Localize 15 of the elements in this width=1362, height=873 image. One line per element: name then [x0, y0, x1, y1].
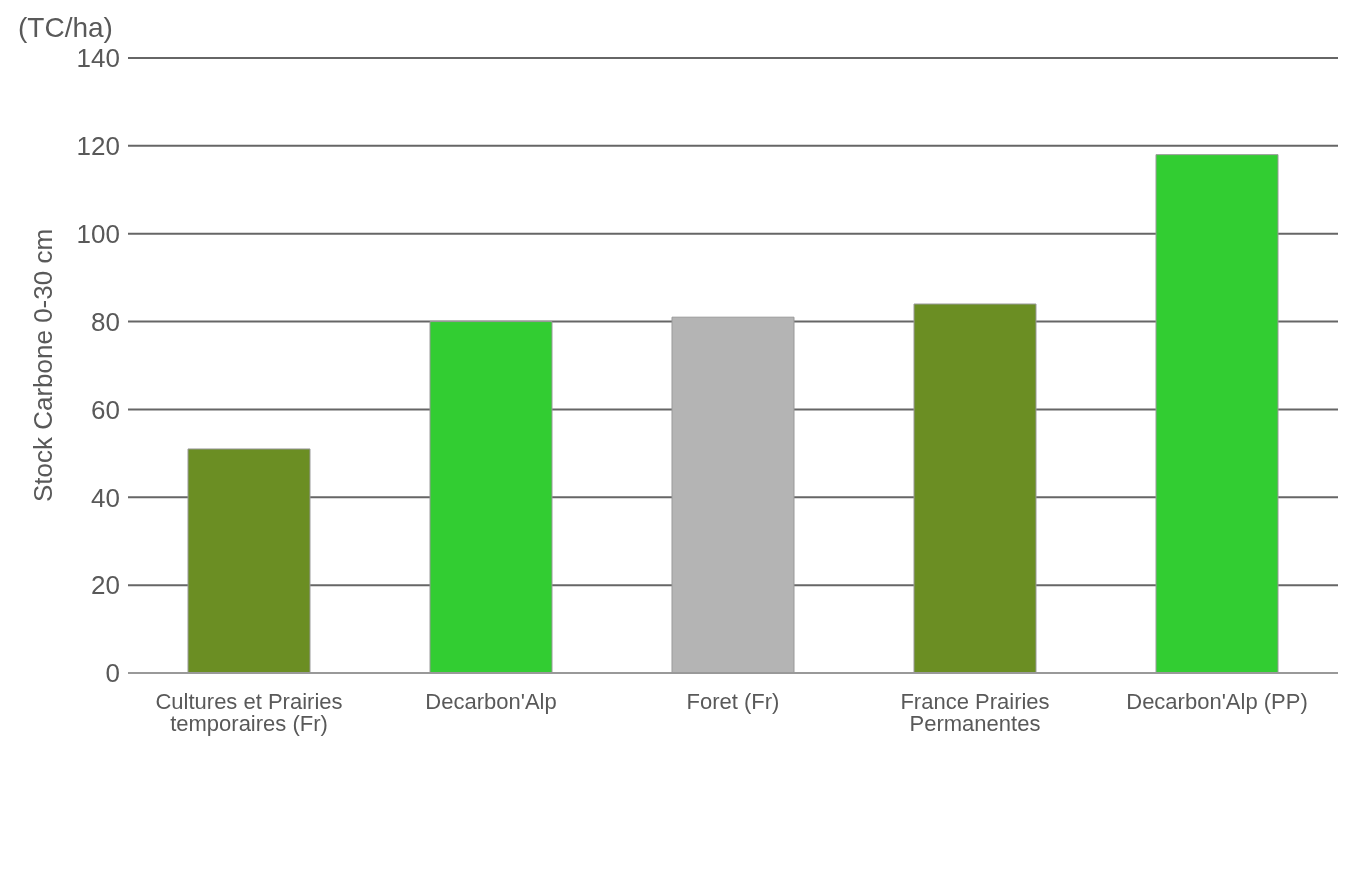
x-tick-label: Cultures et Prairies temporaires (Fr): [155, 688, 343, 736]
y-tick-label: 100: [76, 218, 120, 249]
x-tick-label: Decarbon'Alp (PP): [1126, 688, 1308, 714]
y-tick-label: 0: [105, 658, 120, 689]
y-tick-label: 80: [91, 306, 120, 337]
text: (TC/ha): [18, 12, 113, 44]
y-tick-label: 120: [76, 131, 120, 162]
x-tick-label: Foret (Fr): [686, 688, 780, 714]
x-tick-label: France Prairies Permanentes: [900, 688, 1050, 736]
x-tick-label: Decarbon'Alp: [425, 688, 557, 714]
y-tick-label: 60: [91, 394, 120, 425]
y-tick-label: 20: [91, 570, 120, 601]
y-tick-label: 40: [91, 482, 120, 513]
y-axis-title: Stock Carbone 0-30 cm: [28, 228, 59, 503]
y-tick-label: 140: [76, 43, 120, 74]
